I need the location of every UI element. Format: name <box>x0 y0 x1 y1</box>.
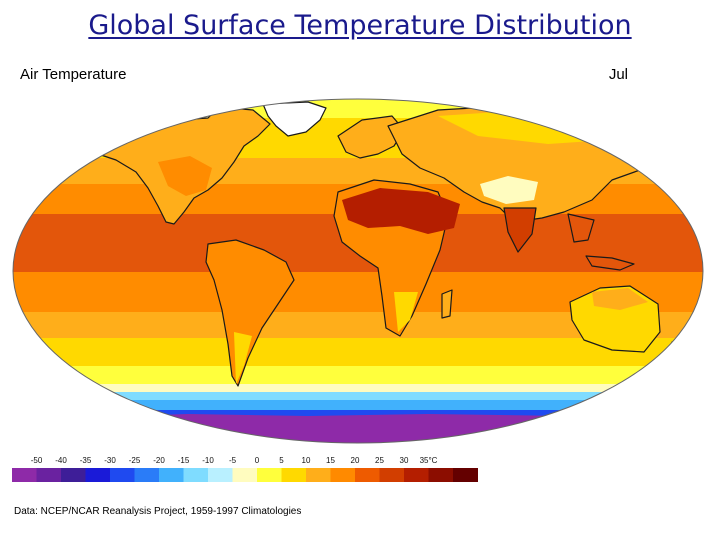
colorbar-swatch <box>453 468 478 482</box>
colorbar-tick-label: 35°C <box>420 456 438 465</box>
band-southern-colder <box>13 410 703 418</box>
colorbar-tick-label: -35 <box>80 456 92 465</box>
band-sea-ice-pale <box>13 384 703 392</box>
colorbar-swatch <box>85 468 111 482</box>
colorbar-swatch <box>379 468 405 482</box>
colorbar-tick-label: 15 <box>326 456 335 465</box>
band-south-cold <box>13 366 703 384</box>
colorbar-swatch <box>208 468 233 482</box>
colorbar-swatch <box>232 468 258 482</box>
colorbar-swatch <box>134 468 160 482</box>
colorbar-tick-label: 20 <box>351 456 360 465</box>
colorbar-swatch <box>355 468 380 482</box>
southern-africa-cool <box>394 292 418 332</box>
antarctic-coast <box>18 414 698 443</box>
indonesia <box>585 255 635 271</box>
colorbar-swatch <box>110 468 135 482</box>
sahara-arabia-hot <box>342 188 460 234</box>
colorbar-tick-label: -40 <box>55 456 67 465</box>
southeast-asia <box>567 213 595 243</box>
india <box>503 207 537 253</box>
colorbar-tick-label: -30 <box>104 456 116 465</box>
colorbar-swatch <box>404 468 429 482</box>
map-outline <box>12 98 704 444</box>
band-south-cool <box>13 338 703 366</box>
colorbar-tick-label: -15 <box>178 456 190 465</box>
band-sea-ice-edge <box>13 392 703 400</box>
greenland <box>262 101 327 137</box>
colorbar-tick-label: -50 <box>31 456 43 465</box>
colorbar-swatch <box>61 468 86 482</box>
colorbar-swatch <box>330 468 356 482</box>
temperature-world-map <box>12 98 704 444</box>
colorbar-tick-label: 10 <box>302 456 311 465</box>
colorbar-tick-label: 30 <box>400 456 409 465</box>
colorbar-tick-label: -10 <box>202 456 214 465</box>
map-month-label: Jul <box>608 66 628 83</box>
arctic-islands <box>157 103 219 121</box>
australia-north <box>592 288 648 310</box>
colorbar-tick-label: 0 <box>255 456 260 465</box>
madagascar <box>441 289 453 319</box>
tibet-plateau <box>480 176 538 204</box>
band-southern-cold <box>13 400 703 410</box>
colorbar-swatch <box>306 468 331 482</box>
slide-title: Global Surface Temperature Distribution <box>88 10 632 41</box>
temperature-colorbar: -50 -40 -35 -30 -25 -20 -15 -10 -5 0 5 10 15 20 25 30 35… <box>12 456 478 482</box>
colorbar-tick-label: 25 <box>375 456 384 465</box>
colorbar-tick-label: 5 <box>279 456 284 465</box>
colorbar-swatch <box>257 468 282 482</box>
colorbar-swatch <box>159 468 184 482</box>
north-america-interior <box>158 156 212 196</box>
south-america <box>205 239 295 387</box>
map-heading: Air Temperature <box>20 66 127 83</box>
colorbar-swatch <box>183 468 209 482</box>
colorbar-swatch <box>281 468 307 482</box>
colorbar-swatch <box>428 468 454 482</box>
colorbar-tick-label: -5 <box>229 456 237 465</box>
colorbar-tick-label: -20 <box>153 456 165 465</box>
data-source-credit: Data: NCEP/NCAR Reanalysis Project, 1959… <box>14 506 302 517</box>
continents <box>18 101 698 443</box>
colorbar-tick-label: -25 <box>129 456 141 465</box>
colorbar-swatch <box>36 468 62 482</box>
south-america-south <box>234 332 252 384</box>
europe <box>337 115 405 159</box>
colorbar-swatch <box>12 468 37 482</box>
